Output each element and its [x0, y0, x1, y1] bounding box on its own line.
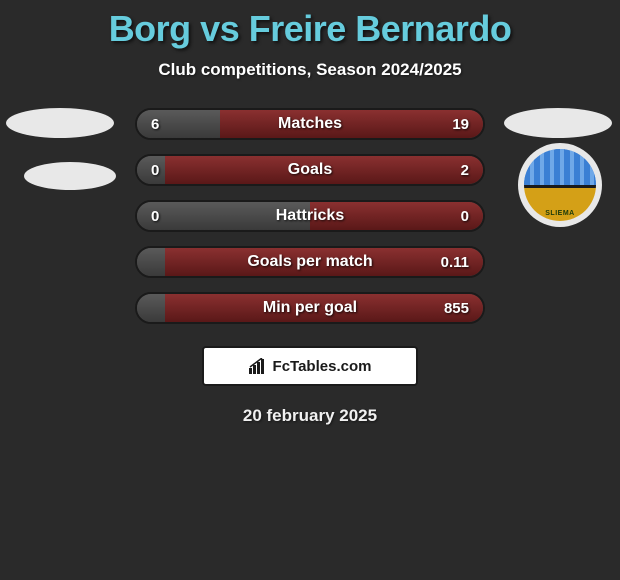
avatar-placeholder: [504, 108, 612, 138]
stat-label: Hattricks: [137, 202, 483, 230]
stat-row: 6Matches19: [135, 108, 485, 140]
stat-value-right: 19: [452, 110, 469, 138]
stat-row: 0Hattricks0: [135, 200, 485, 232]
club-logo: SLIEMA: [518, 143, 602, 227]
stat-value-right: 0: [461, 202, 469, 230]
stat-row: Min per goal855: [135, 292, 485, 324]
stat-value-right: 2: [461, 156, 469, 184]
stat-rows: 6Matches190Goals20Hattricks0Goals per ma…: [135, 108, 485, 324]
stat-value-right: 0.11: [441, 248, 469, 276]
chart-icon: [249, 358, 267, 374]
avatar-placeholder: [6, 108, 114, 138]
page-title: Borg vs Freire Bernardo: [0, 8, 620, 50]
avatar-placeholder: [24, 162, 116, 190]
stat-row: 0Goals2: [135, 154, 485, 186]
stat-row: Goals per match0.11: [135, 246, 485, 278]
date: 20 february 2025: [0, 406, 620, 426]
source-label: FcTables.com: [273, 358, 372, 375]
source-badge: FcTables.com: [202, 346, 418, 386]
stat-value-right: 855: [444, 294, 469, 322]
subtitle: Club competitions, Season 2024/2025: [0, 60, 620, 80]
stat-label: Matches: [137, 110, 483, 138]
player-left-avatars: [6, 108, 116, 190]
stat-label: Goals: [137, 156, 483, 184]
stat-label: Goals per match: [137, 248, 483, 276]
comparison-card: Borg vs Freire Bernardo Club competition…: [0, 0, 620, 426]
stat-label: Min per goal: [137, 294, 483, 322]
player-right-avatars: SLIEMA: [504, 108, 612, 227]
stats-area: SLIEMA 6Matches190Goals20Hattricks0Goals…: [0, 108, 620, 324]
